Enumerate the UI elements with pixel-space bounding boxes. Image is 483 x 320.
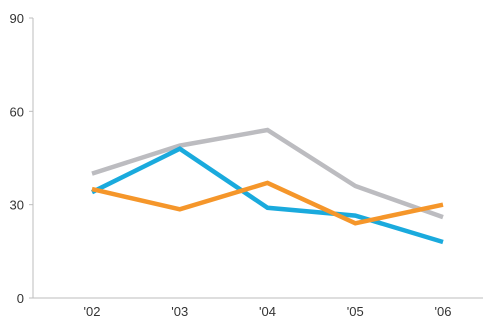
series-line-3 xyxy=(91,180,444,226)
series-line-1 xyxy=(91,127,444,220)
x-tick-label: '06 xyxy=(435,304,452,319)
y-tick-label: 30 xyxy=(10,198,24,213)
x-tick-label: '02 xyxy=(84,304,101,319)
x-axis-ticks: '02 '03 '04 '05 '06 xyxy=(84,304,452,319)
series-lines xyxy=(91,127,444,245)
y-tick-label: 0 xyxy=(17,291,24,306)
x-tick-label: '04 xyxy=(259,304,276,319)
series-line-2 xyxy=(91,146,444,245)
y-axis-ticks: 0 30 60 90 xyxy=(10,11,33,306)
x-tick-label: '05 xyxy=(347,304,364,319)
y-tick-label: 60 xyxy=(10,104,24,119)
x-tick-label: '03 xyxy=(171,304,188,319)
axes xyxy=(32,18,483,299)
y-tick-label: 90 xyxy=(10,11,24,26)
